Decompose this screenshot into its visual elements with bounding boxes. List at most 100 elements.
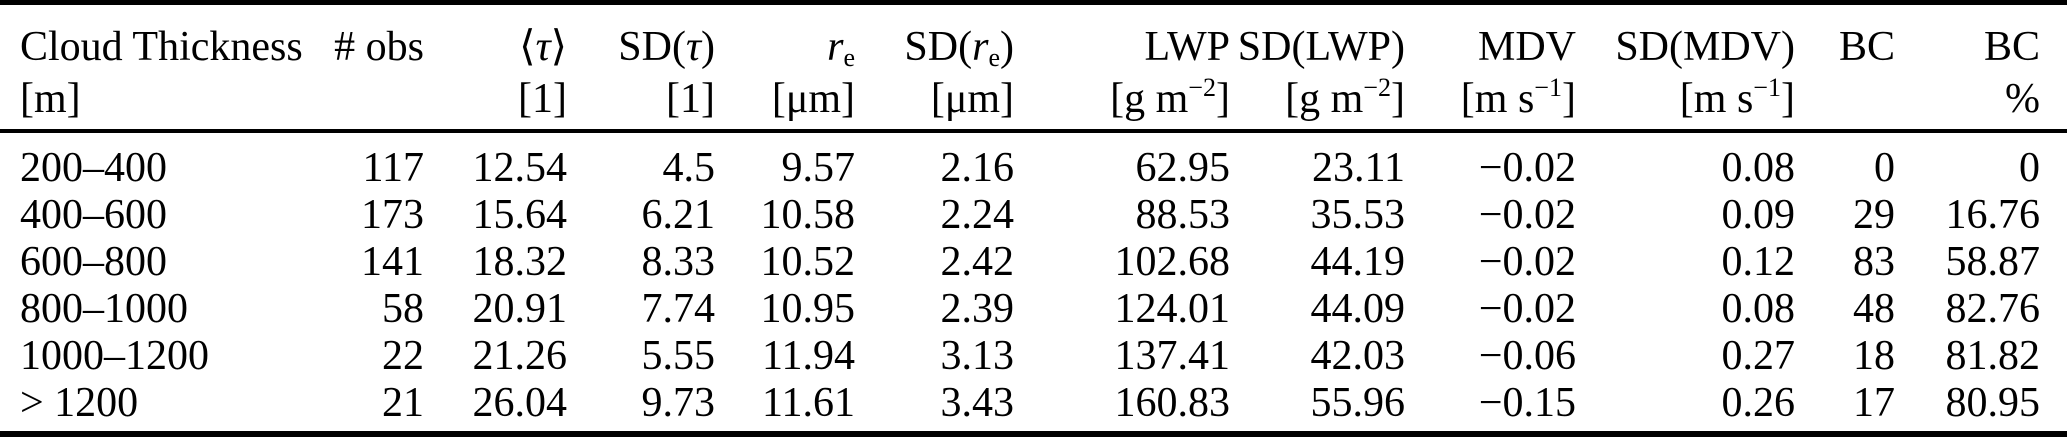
- cell-num-obs: 58: [382, 286, 424, 333]
- label-lwp: LWP: [1014, 3, 1230, 73]
- cell-mdv: −0.02: [1478, 145, 1576, 192]
- cell-cloud-thickness: > 1200: [20, 380, 139, 427]
- header-text-segment: Cloud Thickness: [20, 23, 303, 70]
- header-text-segment: −1: [1753, 72, 1781, 102]
- cell-num-obs: 173: [361, 192, 424, 239]
- cell-cloud-thickness: 1000–1200: [20, 333, 209, 380]
- cell-bc: 18: [1853, 333, 1895, 380]
- header-text-segment: ]: [1781, 76, 1795, 122]
- cell-bc-pct: 82.76: [1945, 286, 2041, 333]
- header-text-segment: [μm]: [930, 76, 1014, 122]
- cell-bc-pct: 58.87: [1945, 239, 2041, 286]
- cell-tau-mean: 26.04: [472, 380, 568, 427]
- header-text-segment: ]: [1216, 76, 1230, 122]
- header-text-segment: SD(: [904, 23, 973, 70]
- cell-lwp-sd: 55.96: [1310, 380, 1406, 427]
- cell-num-obs: 21: [382, 380, 424, 427]
- label-tau-sd: SD(τ): [567, 3, 715, 73]
- cell-bc-pct: 16.76: [1945, 192, 2041, 239]
- cell-tau-mean: 21.26: [472, 333, 568, 380]
- cell-tau-mean: 15.64: [472, 192, 568, 239]
- header-text-segment: ]: [1562, 76, 1576, 122]
- table-row: 200–400 117 12.54 4.5 9.57 2.16 62.95 23.11 −0.0…: [0, 131, 2067, 192]
- cell-lwp-sd: 42.03: [1310, 333, 1406, 380]
- label-re-sd: SD(re): [855, 3, 1014, 73]
- table-body: 200–400 117 12.54 4.5 9.57 2.16 62.95 23.11 −0.0…: [0, 131, 2067, 434]
- cell-mdv: −0.02: [1478, 286, 1576, 333]
- cell-tau-sd: 5.55: [641, 333, 716, 380]
- cell-bc: 83: [1853, 239, 1895, 286]
- header-text-segment: [m]: [20, 76, 81, 122]
- header-text-segment: [m s: [1679, 76, 1754, 122]
- cell-re-sd: 2.39: [940, 286, 1015, 333]
- cell-tau-sd: 4.5: [662, 145, 716, 192]
- cell-re: 11.94: [762, 333, 855, 380]
- table-row: > 1200 21 26.04 9.73 11.61 3.43 160.83 55.96 −0.…: [0, 380, 2067, 434]
- cell-mdv-sd: 0.08: [1721, 286, 1796, 333]
- unit-num-obs: [300, 72, 424, 133]
- cell-bc: 17: [1853, 380, 1895, 427]
- cell-lwp-sd: 35.53: [1310, 192, 1406, 239]
- label-cloud-thickness: Cloud Thickness: [0, 3, 303, 73]
- unit-mdv: [m s−1]: [1405, 72, 1576, 133]
- table-row: 800–1000 58 20.91 7.74 10.95 2.39 124.01 44.09 −…: [0, 286, 2067, 333]
- unit-lwp-sd: [g m−2]: [1230, 72, 1405, 133]
- cell-lwp-sd: 44.19: [1310, 239, 1406, 286]
- cell-num-obs: 141: [361, 239, 424, 286]
- table-row: 600–800 141 18.32 8.33 10.52 2.42 102.68 44.19 −…: [0, 239, 2067, 286]
- header-text-segment: [g m: [1285, 76, 1364, 122]
- label-lwp-sd: SD(LWP): [1230, 3, 1405, 73]
- cell-re: 10.95: [760, 286, 856, 333]
- cell-bc: 48: [1853, 286, 1895, 333]
- cell-re: 11.61: [762, 380, 855, 427]
- header-text-segment: r: [827, 23, 844, 70]
- cell-mdv: −0.02: [1478, 192, 1576, 239]
- cell-re: 10.58: [760, 192, 856, 239]
- cell-bc-pct: 81.82: [1945, 333, 2041, 380]
- label-bc: BC: [1795, 3, 1895, 73]
- unit-re-sd: [μm]: [855, 72, 1014, 133]
- header-text-segment: τ: [685, 23, 701, 70]
- cell-lwp: 124.01: [1114, 286, 1231, 333]
- header-text-segment: SD(LWP): [1237, 23, 1405, 70]
- cell-tau-sd: 7.74: [641, 286, 716, 333]
- cell-mdv: −0.02: [1478, 239, 1576, 286]
- cell-re-sd: 2.42: [940, 239, 1015, 286]
- cell-re-sd: 3.43: [940, 380, 1015, 427]
- cell-lwp-sd: 44.09: [1310, 286, 1406, 333]
- header-text-segment: ]: [1391, 76, 1405, 122]
- unit-bc: [1795, 72, 1895, 133]
- header-text-segment: [m s: [1460, 76, 1535, 122]
- unit-tau-sd: [1]: [567, 72, 715, 133]
- cell-re-sd: 2.24: [940, 192, 1015, 239]
- cell-re-sd: 2.16: [940, 145, 1015, 192]
- cell-lwp: 137.41: [1114, 333, 1231, 380]
- cell-re: 10.52: [760, 239, 856, 286]
- header-text-segment: # obs: [334, 23, 424, 70]
- table-row: 1000–1200 22 21.26 5.55 11.94 3.13 137.41 42.03…: [0, 333, 2067, 380]
- cell-bc-pct: 0: [2019, 145, 2040, 192]
- header-text-segment: τ: [535, 23, 551, 70]
- cell-tau-mean: 12.54: [472, 145, 568, 192]
- header-label-row: Cloud Thickness # obs ⟨τ⟩ SD(τ) re SD(re) LWP S…: [0, 3, 2067, 73]
- cell-tau-mean: 20.91: [472, 286, 568, 333]
- label-re: re: [715, 3, 855, 73]
- header-text-segment: ⟨: [519, 23, 536, 70]
- cell-mdv-sd: 0.26: [1721, 380, 1796, 427]
- cell-re-sd: 3.13: [940, 333, 1015, 380]
- header-text-segment: −1: [1534, 72, 1562, 102]
- header-text-segment: %: [2005, 76, 2040, 122]
- header-text-segment: [1]: [666, 76, 715, 122]
- cell-mdv-sd: 0.27: [1721, 333, 1796, 380]
- header-text-segment: e: [988, 42, 1000, 72]
- cell-bc: 29: [1853, 192, 1895, 239]
- header-text-segment: −2: [1363, 72, 1391, 102]
- cell-num-obs: 22: [382, 333, 424, 380]
- cell-tau-sd: 8.33: [641, 239, 716, 286]
- label-mdv: MDV: [1405, 3, 1576, 73]
- header-text-segment: SD(: [618, 23, 686, 70]
- header-text-segment: ⟩: [550, 23, 567, 70]
- header-text-segment: ): [701, 23, 715, 70]
- cell-tau-sd: 9.73: [641, 380, 716, 427]
